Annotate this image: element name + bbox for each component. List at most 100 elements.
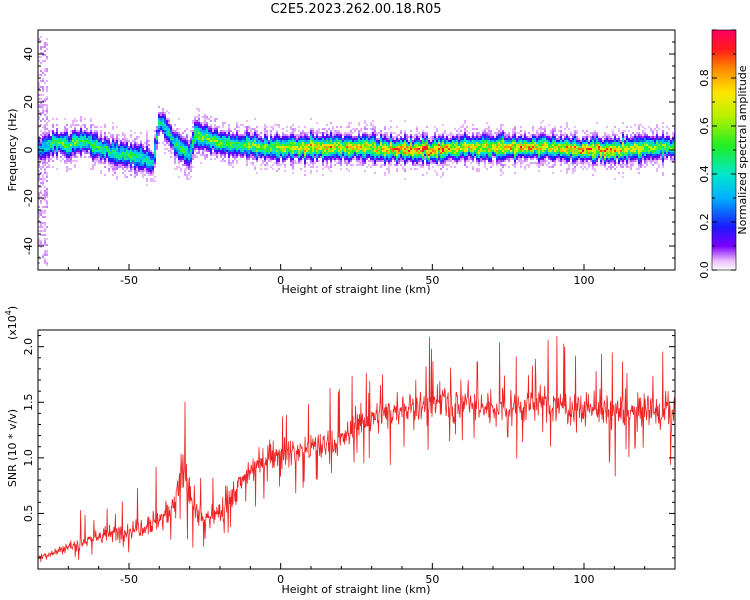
heatmap-cell — [278, 136, 280, 138]
heatmap-cell — [58, 134, 60, 136]
heatmap-cell — [198, 118, 200, 120]
heatmap-cell — [284, 154, 286, 156]
heatmap-cell — [158, 118, 160, 120]
heatmap-cell — [450, 142, 452, 144]
heatmap-cell — [278, 152, 280, 154]
heatmap-cell — [198, 144, 200, 146]
heatmap-cell — [140, 158, 142, 160]
heatmap-cell — [418, 132, 420, 134]
heatmap-cell — [164, 114, 166, 116]
heatmap-cell — [38, 126, 40, 128]
heatmap-cell — [48, 134, 50, 136]
heatmap-cell — [226, 144, 228, 146]
heatmap-cell — [174, 140, 176, 142]
heatmap-cell — [324, 146, 326, 148]
heatmap-cell — [406, 134, 408, 136]
heatmap-cell — [112, 126, 114, 128]
heatmap-cell — [196, 126, 198, 128]
heatmap-cell — [536, 148, 538, 150]
heatmap-cell — [82, 150, 84, 152]
heatmap-cell — [244, 136, 246, 138]
heatmap-cell — [594, 140, 596, 142]
heatmap-cell — [370, 124, 372, 126]
heatmap-cell — [98, 144, 100, 146]
heatmap-cell — [542, 164, 544, 166]
heatmap-cell — [212, 146, 214, 148]
heatmap-cell — [302, 152, 304, 154]
heatmap-cell — [544, 146, 546, 148]
heatmap-cell — [108, 162, 110, 164]
heatmap-cell — [550, 142, 552, 144]
heatmap-cell — [410, 154, 412, 156]
heatmap-cell — [40, 230, 42, 232]
heatmap-cell — [418, 138, 420, 140]
heatmap-cell — [582, 160, 584, 162]
heatmap-cell — [540, 152, 542, 154]
heatmap-cell — [236, 134, 238, 136]
heatmap-cell — [268, 140, 270, 142]
heatmap-cell — [558, 160, 560, 162]
heatmap-cell — [94, 130, 96, 132]
heatmap-cell — [368, 134, 370, 136]
heatmap-cell — [252, 158, 254, 160]
heatmap-cell — [524, 166, 526, 168]
heatmap-cell — [38, 140, 40, 142]
heatmap-cell — [292, 150, 294, 152]
heatmap-cell — [278, 154, 280, 156]
heatmap-cell — [366, 166, 368, 168]
heatmap-cell — [446, 144, 448, 146]
heatmap-cell — [498, 148, 500, 150]
heatmap-cell — [42, 88, 44, 90]
heatmap-cell — [570, 154, 572, 156]
heatmap-cell — [306, 134, 308, 136]
heatmap-cell — [526, 150, 528, 152]
heatmap-cell — [244, 140, 246, 142]
heatmap-cell — [454, 142, 456, 144]
heatmap-cell — [584, 148, 586, 150]
heatmap-cell — [188, 162, 190, 164]
heatmap-cell — [592, 132, 594, 134]
heatmap-cell — [266, 130, 268, 132]
heatmap-cell — [464, 148, 466, 150]
heatmap-cell — [182, 142, 184, 144]
heatmap-cell — [518, 154, 520, 156]
heatmap-cell — [248, 132, 250, 134]
heatmap-cell — [602, 162, 604, 164]
heatmap-cell — [82, 144, 84, 146]
heatmap-cell — [46, 252, 48, 254]
heatmap-cell — [462, 126, 464, 128]
heatmap-cell — [72, 140, 74, 142]
heatmap-cell — [290, 160, 292, 162]
heatmap-cell — [266, 156, 268, 158]
heatmap-cell — [472, 150, 474, 152]
heatmap-cell — [600, 138, 602, 140]
heatmap-cell — [500, 142, 502, 144]
heatmap-cell — [156, 142, 158, 144]
heatmap-cell — [288, 154, 290, 156]
heatmap-cell — [438, 148, 440, 150]
heatmap-cell — [312, 148, 314, 150]
heatmap-cell — [176, 140, 178, 142]
heatmap-cell — [446, 152, 448, 154]
heatmap-cell — [84, 140, 86, 142]
heatmap-cell — [416, 154, 418, 156]
heatmap-cell — [602, 140, 604, 142]
heatmap-cell — [242, 144, 244, 146]
heatmap-cell — [440, 154, 442, 156]
heatmap-cell — [398, 152, 400, 154]
heatmap-cell — [38, 104, 40, 106]
heatmap-cell — [452, 148, 454, 150]
heatmap-cell — [592, 146, 594, 148]
heatmap-cell — [82, 142, 84, 144]
heatmap-cell — [496, 144, 498, 146]
heatmap-cell — [66, 168, 68, 170]
heatmap-cell — [134, 172, 136, 174]
heatmap-cell — [538, 158, 540, 160]
heatmap-cell — [46, 112, 48, 114]
heatmap-cell — [436, 174, 438, 176]
heatmap-cell — [38, 162, 40, 164]
heatmap-cell — [90, 128, 92, 130]
heatmap-cell — [70, 162, 72, 164]
heatmap-cell — [248, 150, 250, 152]
heatmap-cell — [388, 148, 390, 150]
